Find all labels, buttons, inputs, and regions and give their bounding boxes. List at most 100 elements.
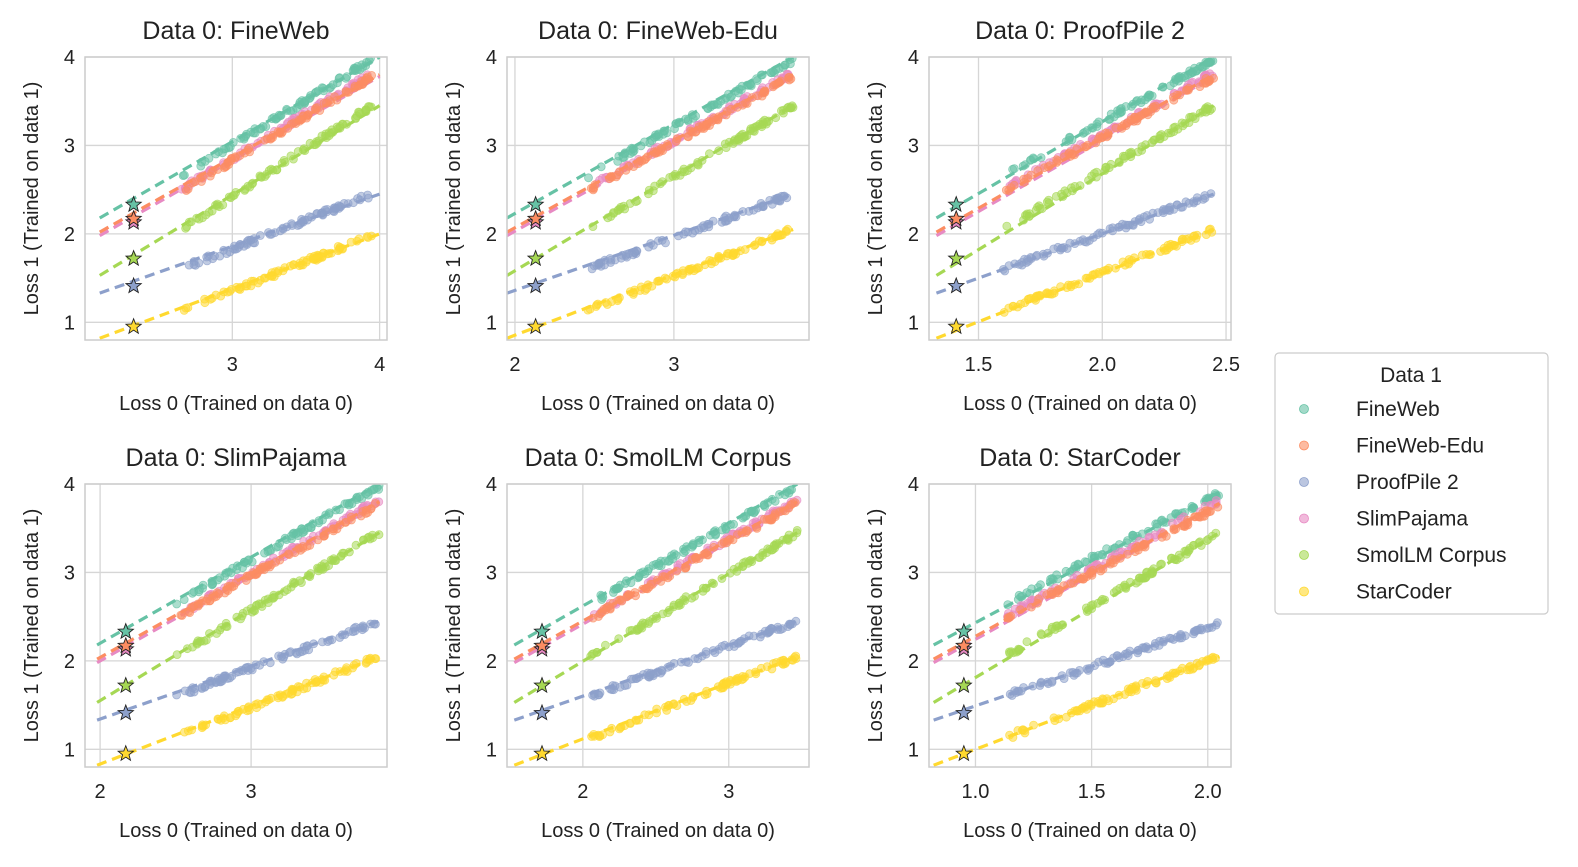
y-axis-label: Loss 1 (Trained on data 1) [443,82,465,316]
star-marker-proofpile-2 [124,276,143,294]
scatter-point [191,260,200,270]
fit-line [507,227,794,340]
scatter-point [654,132,664,141]
legend-swatch [1299,440,1309,451]
star-marker-starcoder [955,744,973,762]
series-fineweb-edu [935,73,1218,234]
x-axis-label: Loss 0 (Trained on data 0) [963,393,1197,415]
legend-swatch [1299,477,1309,487]
plot-area [507,484,809,767]
x-tick-label: 4 [374,354,385,376]
scatter-point [703,550,713,560]
scatter-point [1002,221,1012,231]
series-starcoder [507,224,794,340]
scatter-point [584,173,593,183]
scatter-point [200,298,210,308]
scatter-point [778,63,788,72]
scatter-point [357,80,367,89]
scatter-point [670,124,679,134]
scatter-point [356,511,366,521]
legend-item: SlimPajama [1299,508,1468,531]
fit-line [935,104,1215,277]
axes-frame [84,483,388,768]
fit-line [513,619,798,722]
scatter-point [205,171,215,181]
x-axis-label: Loss 0 (Trained on data 0) [963,820,1197,842]
y-axis-label: Loss 1 (Trained on data 1) [21,509,43,743]
y-tick-label: 2 [908,651,919,673]
fit-line [932,531,1221,704]
series-starcoder [933,652,1220,767]
series-starcoder [935,224,1217,340]
y-tick-label: 1 [908,312,919,334]
plot-area [507,57,809,340]
plot-area [929,484,1231,767]
x-axis-label: Loss 0 (Trained on data 0) [119,393,353,415]
star-marker-fineweb [526,195,545,213]
y-axis-label: Loss 1 (Trained on data 1) [443,509,465,743]
x-tick-label: 2.0 [1088,354,1116,376]
scatter-point [1009,164,1019,174]
star-marker-starcoder [533,744,551,762]
scatter-point [613,170,622,180]
fit-line [513,484,799,647]
axes-frame [506,56,810,341]
series-proofpile-2 [99,190,381,295]
y-tick-label: 4 [908,474,919,496]
star-marker-proofpile-2 [526,276,545,294]
y-tick-label: 4 [64,47,75,69]
fit-line [507,73,794,234]
chart-panel-5: 2 3 1 2 3 4 Data 0: SmolLM Corpus Loss 0 (Train… [443,444,810,842]
star-marker-fineweb [955,622,973,640]
scatter-point [1021,210,1030,220]
y-axis-label: Loss 1 (Trained on data 1) [21,82,43,316]
fit-line [507,192,794,295]
axes-frame [928,56,1232,341]
series-fineweb [935,57,1218,220]
legend-title: Data 1 [1380,364,1442,387]
panel-title: Data 0: StarCoder [979,444,1181,472]
legend-swatch [1299,586,1309,597]
chart-panel-1: 3 4 1 2 3 4 Data 0: FineWeb Loss 0 (Trained on … [21,17,388,415]
y-tick-label: 1 [64,739,75,761]
scatter-point [232,565,242,574]
y-tick-label: 1 [64,312,75,334]
scatter-point [1118,151,1128,161]
data-layer [513,484,802,767]
scatter-point [633,573,643,583]
fit-line [98,57,381,220]
scatter-point [211,677,221,687]
y-tick-label: 4 [908,47,919,69]
x-tick-label: 3 [668,354,679,376]
axes-frame [506,483,810,768]
series-fineweb [507,57,797,220]
legend-item: ProofPile 2 [1299,471,1459,494]
fit-line [96,654,381,767]
series-smollm-corpus [507,101,798,277]
star-marker-smollm-corpus [533,676,551,694]
scatter-point [273,542,283,551]
panel-title: Data 0: SlimPajama [126,444,347,472]
series-fineweb-edu [507,72,796,234]
legend-swatch [1299,550,1309,560]
fit-line [507,104,794,277]
series-proofpile-2 [507,191,794,295]
legend-label: FineWeb [1356,398,1440,421]
legend-label: SlimPajama [1356,508,1468,531]
fit-line [935,57,1215,220]
x-axis-label: Loss 0 (Trained on data 0) [541,393,775,415]
scatter-point [338,120,348,129]
star-marker-fineweb-edu [533,636,551,654]
fit-line [935,192,1215,295]
star-marker-smollm-corpus [116,676,135,694]
panel-title: Data 0: SmolLM Corpus [525,444,792,472]
legend-swatch [1299,404,1309,414]
y-tick-label: 4 [486,474,497,496]
scatter-point [1195,82,1205,91]
legend-item: FineWeb [1299,398,1440,421]
scatter-point [329,526,338,536]
y-tick-label: 4 [486,47,497,69]
series-starcoder [96,653,381,767]
